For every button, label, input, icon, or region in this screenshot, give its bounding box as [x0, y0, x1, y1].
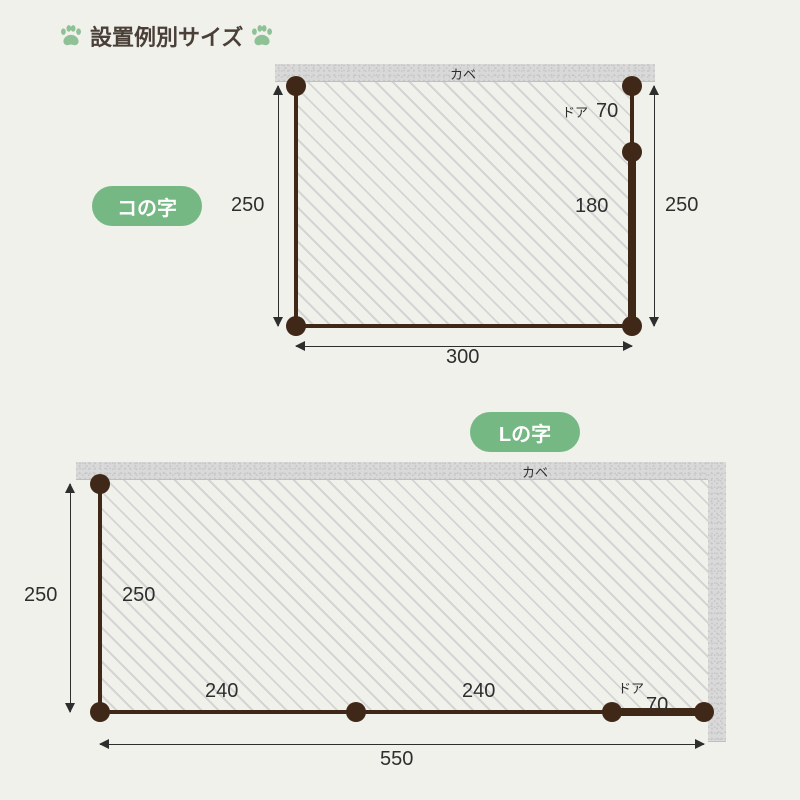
wall [76, 462, 726, 480]
post-node [694, 702, 714, 722]
post-node [622, 142, 642, 162]
dimension-label: 250 [231, 194, 264, 217]
arrowhead-icon [295, 341, 305, 351]
dimension-label: 300 [446, 346, 479, 369]
arrowhead-icon [623, 341, 633, 351]
dimension-label: 180 [575, 195, 608, 218]
post-node [622, 316, 642, 336]
arrowhead-icon [65, 703, 75, 713]
arrowhead-icon [65, 483, 75, 493]
post-node [286, 316, 306, 336]
annotation-label: カベ [522, 462, 548, 481]
fence-segment [98, 484, 102, 712]
arrowhead-icon [695, 739, 705, 749]
annotation-label: ドア [618, 678, 644, 697]
post-node [90, 702, 110, 722]
post-node [90, 474, 110, 494]
page-title: 設置例別サイズ [58, 20, 275, 52]
arrowhead-icon [273, 85, 283, 95]
paw-icon [249, 23, 275, 49]
post-node [286, 76, 306, 96]
dimension-label: 70 [646, 694, 668, 717]
arrowhead-icon [649, 85, 659, 95]
wall [708, 462, 726, 742]
post-node [346, 702, 366, 722]
dimension-label: 550 [380, 748, 413, 771]
annotation-label: ドア [562, 102, 588, 121]
dimension-label: 250 [665, 194, 698, 217]
arrowhead-icon [99, 739, 109, 749]
dimension-label: 240 [205, 680, 238, 703]
dimension-line [100, 744, 704, 745]
dimension-label: 250 [24, 584, 57, 607]
dimension-line [278, 86, 279, 326]
fence-segment [628, 152, 636, 326]
fence-segment [294, 86, 298, 326]
fence-segment [296, 324, 632, 328]
dimension-label: 70 [596, 100, 618, 123]
post-node [602, 702, 622, 722]
hatched-area [100, 480, 708, 712]
dimension-line [70, 484, 71, 712]
dimension-label: 250 [122, 584, 155, 607]
dimension-label: 240 [462, 680, 495, 703]
post-node [622, 76, 642, 96]
shape-badge: コの字 [92, 186, 202, 226]
paw-icon [58, 23, 84, 49]
annotation-label: カベ [450, 64, 476, 83]
arrowhead-icon [273, 317, 283, 327]
arrowhead-icon [649, 317, 659, 327]
dimension-line [654, 86, 655, 326]
title-text: 設置例別サイズ [90, 20, 243, 52]
shape-badge: Lの字 [470, 412, 580, 452]
